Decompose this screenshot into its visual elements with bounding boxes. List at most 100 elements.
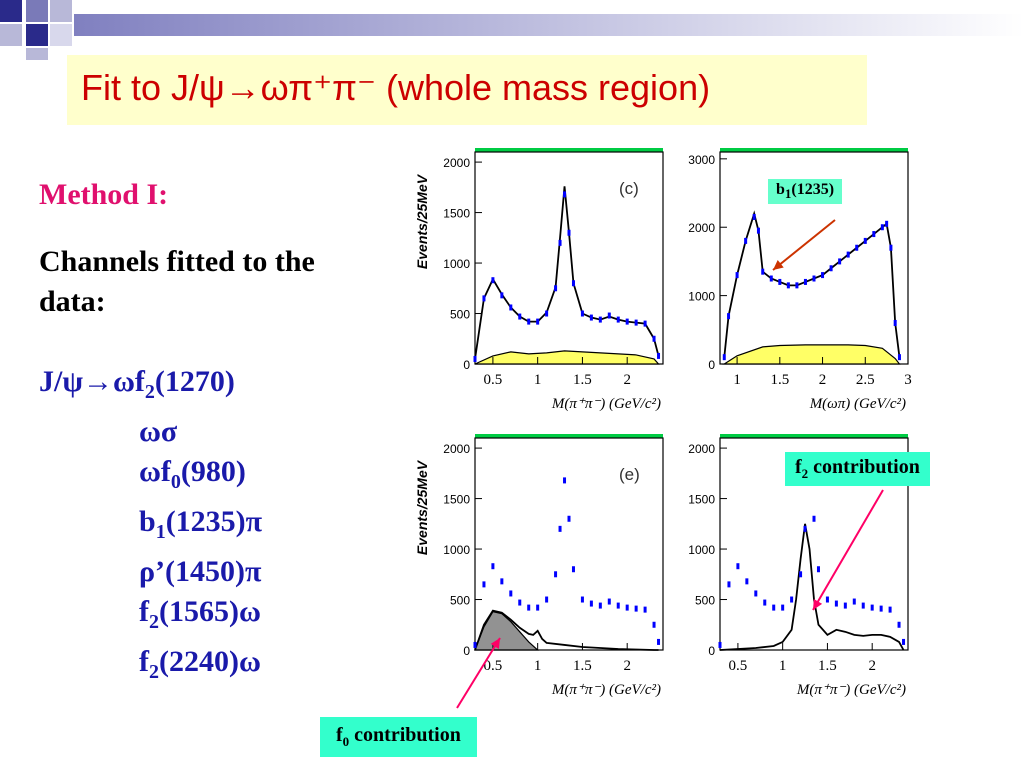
plot-top-band — [720, 434, 908, 438]
x-tick-label: 1 — [534, 658, 542, 674]
data-point — [761, 268, 765, 275]
data-point — [718, 641, 722, 648]
plot-frame — [719, 437, 909, 651]
data-point — [752, 213, 756, 220]
text-subscript: 0 — [170, 471, 181, 493]
data-point — [482, 295, 486, 302]
data-point — [527, 318, 531, 325]
f2-arrow-head — [813, 599, 823, 610]
data-point — [870, 604, 874, 611]
data-point — [509, 590, 513, 597]
y-tick-label: 0 — [463, 358, 470, 372]
data-point — [634, 605, 638, 612]
data-point — [838, 258, 842, 265]
data-point — [812, 515, 816, 522]
data-point — [527, 604, 531, 611]
data-point — [879, 605, 883, 612]
y-tick-label: 1000 — [688, 543, 715, 557]
data-point — [571, 566, 575, 573]
data-point — [545, 310, 549, 317]
data-point — [786, 282, 790, 289]
data-point — [727, 313, 731, 320]
data-point — [803, 278, 807, 285]
data-point — [902, 638, 906, 645]
y-axis-label: Events/25MeV — [414, 459, 430, 555]
x-axis-label: M(π⁺π⁻) (GeV/c²) — [796, 682, 906, 698]
data-point — [598, 602, 602, 609]
chart-panel: 0.5 1 1.5 2 0 500 1000 1500 2000 M(π⁺π⁻) (GeV/c²)… — [414, 148, 664, 412]
channel-item: f2(1565)ω — [39, 592, 262, 642]
text-subscript: 2 — [801, 466, 809, 481]
data-point — [888, 606, 892, 613]
data-point — [880, 224, 884, 231]
x-tick-label: 2.5 — [856, 372, 875, 388]
data-point — [563, 477, 567, 484]
data-point — [652, 335, 656, 342]
data-point — [536, 318, 540, 325]
data-point — [643, 320, 647, 327]
data-point — [722, 354, 726, 361]
data-point — [652, 621, 656, 628]
y-tick-label: 1500 — [688, 493, 715, 507]
data-point — [473, 641, 477, 648]
data-point — [558, 239, 562, 246]
y-tick-label: 1500 — [443, 207, 470, 221]
y-axis-label: Events/25MeV — [414, 173, 430, 269]
data-point — [589, 314, 593, 321]
text-rest: (1235) — [791, 181, 835, 198]
channel-item: ωσ — [39, 412, 262, 452]
panel-label: (c) — [619, 179, 639, 198]
x-tick-label: 2 — [623, 372, 631, 388]
header-decoration — [0, 0, 1024, 60]
b1-annotation: b1(1235) — [768, 179, 843, 205]
text-subscript: 2 — [144, 381, 155, 403]
background-fill — [722, 344, 901, 365]
y-tick-label: 1500 — [443, 493, 470, 507]
text-subscript: 2 — [149, 611, 159, 633]
channel-list: J/ψ→ωf2(1270) ωσ ωf0(980) b1(1235)π ρ’(1450)… — [39, 362, 262, 692]
x-tick-label: 1.5 — [573, 372, 592, 388]
y-tick-label: 1000 — [443, 543, 470, 557]
x-tick-label: 1.5 — [573, 658, 592, 674]
data-point — [745, 578, 749, 585]
data-point — [657, 638, 661, 645]
plot-top-band — [475, 434, 663, 438]
channel-item: b1(1235)π — [39, 502, 262, 552]
channel-item: ρ’(1450)π — [39, 552, 262, 592]
y-tick-label: 2000 — [443, 156, 470, 170]
data-point — [625, 318, 629, 325]
x-axis-label: M(π⁺π⁻) (GeV/c²) — [551, 682, 661, 698]
text-rest: contribution — [349, 724, 461, 746]
text-subscript: 2 — [149, 661, 159, 683]
method-label: Method I: — [39, 178, 169, 211]
text-main: b — [139, 505, 156, 538]
data-point — [754, 590, 758, 597]
data-point — [567, 229, 571, 236]
data-point — [790, 596, 794, 603]
data-point — [744, 237, 748, 244]
y-tick-label: 500 — [695, 594, 715, 608]
text-rest: (2240)ω — [159, 645, 261, 678]
text-main: f — [139, 645, 149, 678]
data-point — [657, 352, 661, 359]
text-subscript: 1 — [155, 521, 166, 543]
data-point — [863, 237, 867, 244]
data-point — [763, 599, 767, 606]
data-point — [781, 604, 785, 611]
text-rest: (1235)π — [165, 505, 263, 538]
chart-panel: 0.5 1 1.5 2 0 500 1000 1500 2000 M(π⁺π⁻) (GeV/c²)… — [688, 434, 909, 698]
x-axis-label: M(ωπ) (GeV/c²) — [809, 396, 906, 412]
f0-arrow — [456, 637, 501, 709]
data-point — [598, 316, 602, 323]
x-tick-label: 1.5 — [818, 658, 837, 674]
data-point — [843, 602, 847, 609]
plots-area: 0.5 1 1.5 2 0 500 1000 1500 2000 M(π⁺π⁻) (GeV/c²)… — [405, 140, 925, 720]
x-axis-label: M(π⁺π⁻) (GeV/c²) — [551, 396, 661, 412]
plot-top-band — [475, 148, 663, 152]
text-main: ωσ — [139, 415, 178, 448]
data-point — [727, 581, 731, 588]
text-rest: contribution — [808, 456, 920, 478]
data-point — [567, 515, 571, 522]
data-point — [772, 604, 776, 611]
data-point — [482, 581, 486, 588]
